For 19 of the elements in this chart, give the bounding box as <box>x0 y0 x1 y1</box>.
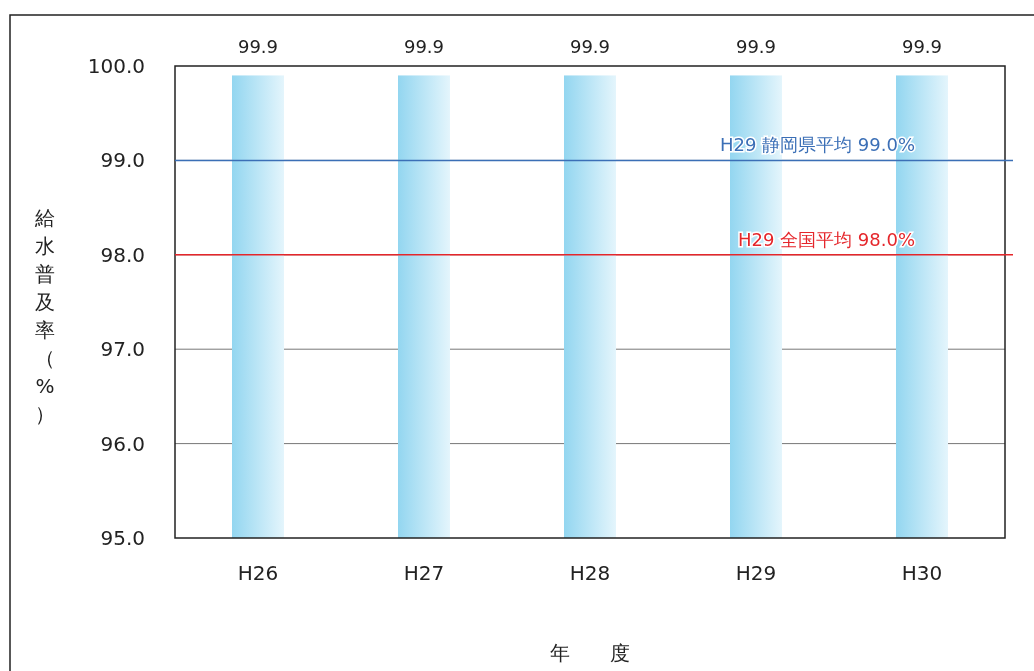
x-tick-label: H27 <box>403 561 445 585</box>
x-axis-title: 年 度 <box>550 641 630 665</box>
data-label: 99.9 <box>403 36 445 57</box>
ref-line-label: H29 全国平均 98.0% <box>737 228 915 250</box>
y-tick-label: 95.0 <box>100 526 145 550</box>
y-tick-label: 96.0 <box>100 431 145 456</box>
data-label: 99.9 <box>735 36 777 57</box>
x-tick-label: H30 <box>901 561 943 585</box>
data-label: 99.9 <box>237 36 279 57</box>
data-label: 99.9 <box>901 36 943 57</box>
y-tick-label: 97.0 <box>100 337 145 362</box>
x-tick-label: H29 <box>735 561 777 585</box>
y-tick-label: 98.0 <box>100 242 145 267</box>
y-tick-label: 99.0 <box>100 148 145 173</box>
x-tick-label: H28 <box>569 561 611 585</box>
x-tick-label: H26 <box>237 561 279 585</box>
data-label: 99.9 <box>569 36 611 57</box>
y-axis-title: 給水普及率（%） <box>34 206 55 426</box>
y-tick-label: 100.0 <box>87 54 145 78</box>
